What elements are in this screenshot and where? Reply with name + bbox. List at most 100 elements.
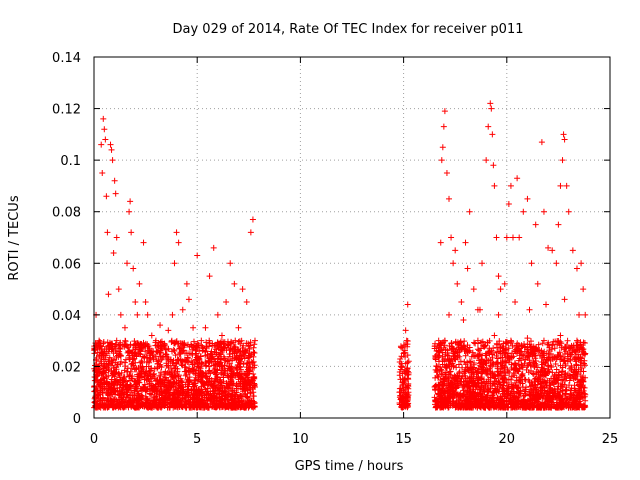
data-point: [224, 394, 231, 401]
data-point: [562, 344, 569, 351]
data-point: [516, 352, 523, 359]
data-point: [182, 396, 189, 403]
data-point: [233, 354, 240, 361]
data-point: [524, 397, 531, 404]
data-point: [175, 372, 182, 379]
data-point: [105, 366, 112, 373]
data-point: [501, 391, 508, 398]
data-point: [250, 373, 257, 380]
data-point: [128, 389, 135, 396]
data-point: [106, 403, 113, 410]
data-point: [527, 344, 534, 351]
data-point: [129, 352, 136, 359]
data-point: [559, 381, 566, 388]
data-point: [480, 384, 487, 391]
data-point: [245, 370, 252, 377]
data-point: [247, 364, 254, 371]
data-point: [440, 123, 447, 130]
data-point: [497, 360, 504, 367]
data-point: [434, 372, 441, 379]
data-point: [464, 265, 471, 272]
data-point: [132, 349, 139, 356]
data-point: [472, 384, 479, 391]
data-point: [489, 371, 496, 378]
data-point: [449, 374, 456, 381]
data-point: [501, 375, 508, 382]
data-point: [439, 144, 446, 151]
data-point: [131, 404, 138, 411]
data-point: [240, 342, 247, 349]
data-point: [233, 381, 240, 388]
data-point: [498, 372, 505, 379]
data-point: [536, 376, 543, 383]
data-point: [99, 170, 106, 177]
data-point: [522, 356, 529, 363]
data-point: [452, 338, 459, 345]
data-point: [179, 379, 186, 386]
data-point: [565, 208, 572, 215]
data-point: [224, 358, 231, 365]
data-point: [190, 381, 197, 388]
data-point: [204, 375, 211, 382]
data-point: [196, 348, 203, 355]
data-point: [468, 353, 475, 360]
data-point: [132, 298, 139, 305]
y-tick-label: 0.04: [52, 309, 81, 324]
data-point: [547, 382, 554, 389]
data-point: [493, 389, 500, 396]
data-point: [218, 371, 225, 378]
data-point: [564, 337, 571, 344]
data-point: [448, 234, 455, 241]
data-point: [122, 338, 129, 345]
data-point: [128, 365, 135, 372]
data-point: [206, 367, 213, 374]
y-tick-label: 0: [73, 412, 81, 427]
y-tick-label: 0.12: [52, 103, 81, 118]
data-point: [545, 244, 552, 251]
y-tick-label: 0.06: [52, 257, 81, 272]
data-point: [169, 368, 176, 375]
data-point: [520, 398, 527, 405]
data-point: [556, 392, 563, 399]
data-point: [515, 383, 522, 390]
data-point: [138, 358, 145, 365]
data-point: [234, 362, 241, 369]
data-point: [193, 401, 200, 408]
data-point: [216, 378, 223, 385]
data-point: [514, 389, 521, 396]
data-point: [111, 373, 118, 380]
data-point: [474, 337, 481, 344]
data-point: [559, 399, 566, 406]
data-point: [456, 353, 463, 360]
data-point: [196, 364, 203, 371]
data-point: [143, 363, 150, 370]
data-point: [487, 362, 494, 369]
data-point: [480, 368, 487, 375]
data-point: [512, 379, 519, 386]
data-point: [519, 364, 526, 371]
data-point: [173, 338, 180, 345]
data-point: [239, 386, 246, 393]
data-point: [546, 378, 553, 385]
data-point: [538, 384, 545, 391]
data-point: [512, 360, 519, 367]
data-point: [558, 344, 565, 351]
data-point: [573, 369, 580, 376]
data-point: [578, 404, 585, 411]
data-point: [231, 280, 238, 287]
data-point: [228, 338, 235, 345]
data-point: [553, 260, 560, 267]
data-point: [495, 368, 502, 375]
data-point: [246, 378, 253, 385]
data-point: [503, 346, 510, 353]
data-point: [555, 221, 562, 228]
data-point: [212, 360, 219, 367]
data-point: [111, 343, 118, 350]
data-point: [561, 357, 568, 364]
data-point: [228, 404, 235, 411]
data-point: [458, 342, 465, 349]
data-point: [200, 401, 207, 408]
data-point: [204, 404, 211, 411]
data-point: [518, 362, 525, 369]
data-point: [505, 345, 512, 352]
